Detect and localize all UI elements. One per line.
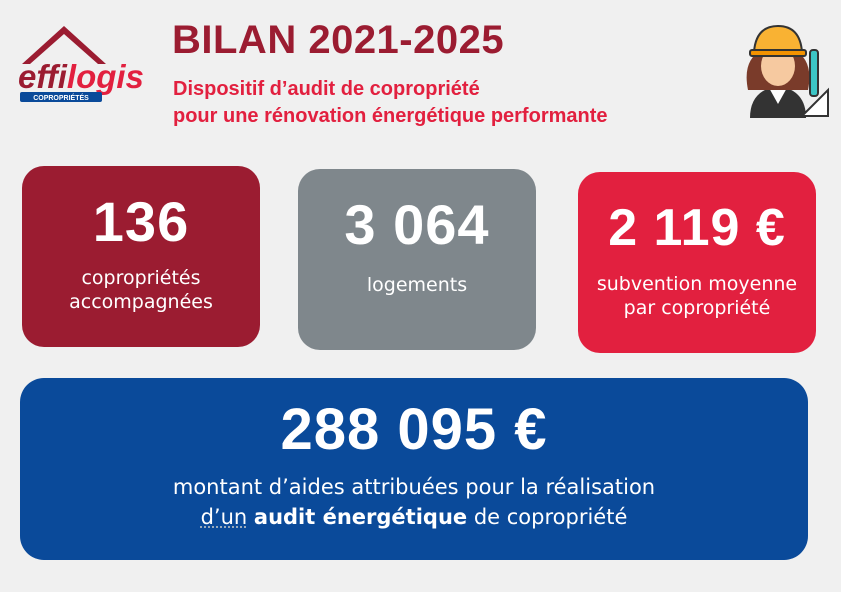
highlight-value: 288 095 € [280,397,548,462]
logo-tagline: COPROPRIÉTÉS [33,93,89,102]
stat-label-line: accompagnées [69,291,213,313]
stat-value: 136 [92,190,190,253]
stat-label-line: copropriétés [81,267,201,289]
logo-name: effilogis [18,58,144,95]
subtitle-line: Dispositif d’audit de copropriété [173,78,480,100]
icon-helmet [752,24,804,53]
stat-label-line: par copropriété [623,297,771,319]
label-part: de copropriété [473,505,628,529]
highlight-label-line: d’un audit énergétique de copropriété [173,502,655,532]
title: BILAN 2021-2025 [172,18,505,62]
label-bold: audit énergétique [253,505,468,529]
icon-square [799,87,829,117]
logo-tag-bg [20,92,102,102]
icon-pen [809,49,819,97]
stat-label: subvention moyenne par copropriété [597,272,797,320]
highlight-label-line: montant d’aides attribuées pour la réali… [172,475,656,499]
subtitle: Dispositif d’audit de copropriété pour u… [173,76,608,130]
stat-label-line: subvention moyenne [596,273,798,295]
logo-name-part: logis [67,58,144,95]
stat-value: 3 064 [344,193,490,256]
stat-value: 2 119 € [608,199,786,257]
highlight-label: montant d’aides attribuées pour la réali… [173,472,655,532]
icon-brim [749,49,807,57]
worker-icon [746,24,829,118]
subtitle-line: pour une rénovation énergétique performa… [173,105,608,127]
icon-collar [768,86,788,104]
highlight-card: 288 095 € montant d’aides attribuées pou… [20,378,808,560]
logo-name-part: effi [18,58,68,95]
stat-label: copropriétés accompagnées [69,266,213,314]
stat-label-line: logements [366,274,468,296]
stat-card: 2 119 € subvention moyenne par coproprié… [578,172,816,353]
logo-roof [22,26,106,64]
stat-card: 3 064 logements [298,169,536,350]
stat-card: 136 copropriétés accompagnées [22,166,260,347]
label-part: d’un [200,505,248,529]
stat-label: logements [367,273,467,297]
logo: effilogis COPROPRIÉTÉS [18,26,144,102]
